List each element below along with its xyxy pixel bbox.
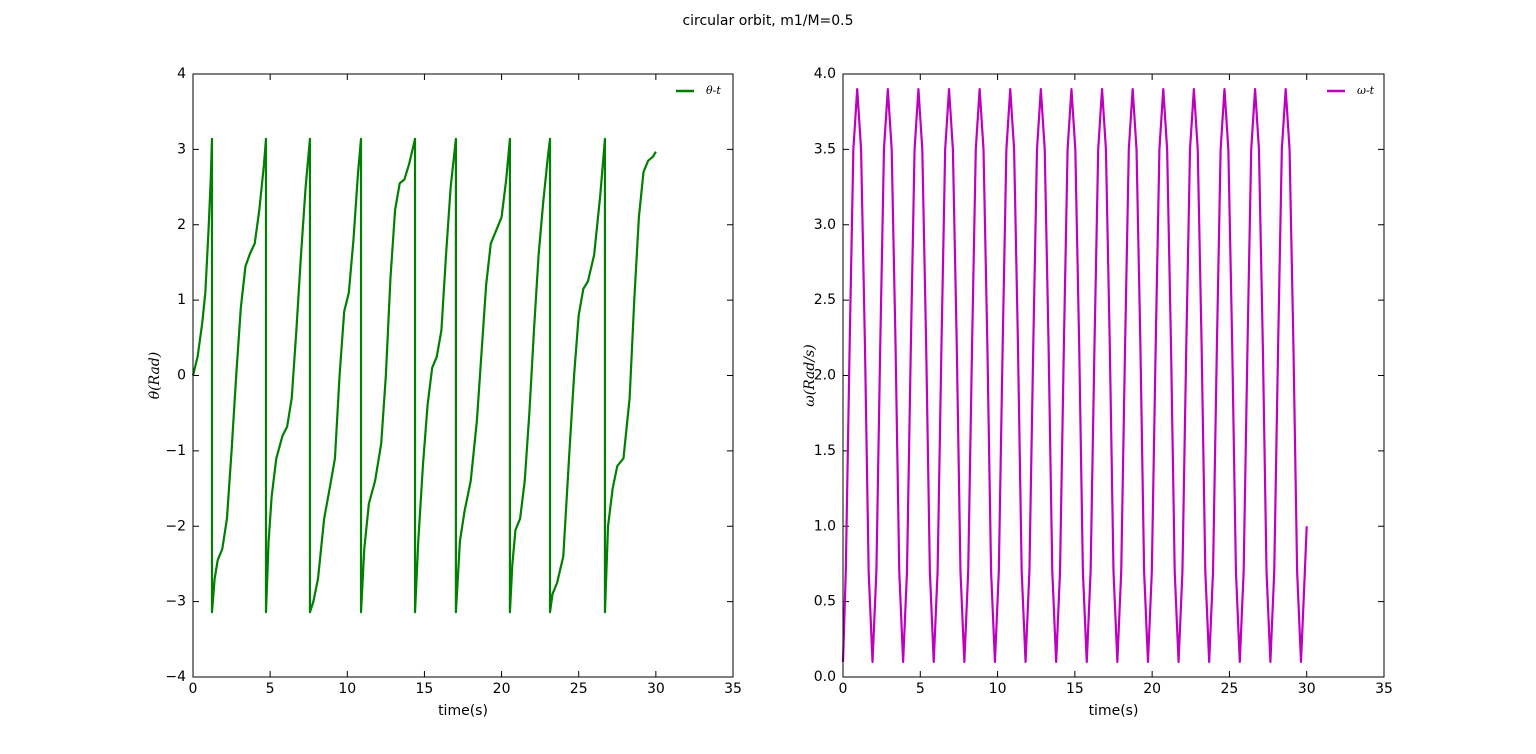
x-tick-label: 0 xyxy=(839,681,848,697)
y-tick-label: −2 xyxy=(165,518,186,534)
y-tick-label: −4 xyxy=(165,669,186,685)
x-tick-label: 15 xyxy=(416,681,434,697)
y-tick-label: 4 xyxy=(177,66,186,82)
legend-label: θ-t xyxy=(706,84,721,97)
y-axis-label: ω(Rad/s) xyxy=(802,344,818,406)
x-axis-label: time(s) xyxy=(1089,703,1139,719)
y-tick-label: 1.5 xyxy=(814,443,836,459)
x-tick-label: 5 xyxy=(266,681,275,697)
y-tick-label: 2.5 xyxy=(814,292,836,308)
y-tick-label: 0.0 xyxy=(814,669,836,685)
y-tick-label: 1.0 xyxy=(814,518,836,534)
legend-label: ω-t xyxy=(1357,84,1375,97)
x-tick-label: 20 xyxy=(1143,681,1161,697)
y-tick-label: 0 xyxy=(177,368,186,384)
y-tick-label: 2.0 xyxy=(814,368,836,384)
x-tick-label: 10 xyxy=(338,681,356,697)
x-tick-label: 0 xyxy=(189,681,198,697)
y-tick-label: 3.5 xyxy=(814,141,836,157)
y-tick-label: 2 xyxy=(177,217,186,233)
figure-title: circular orbit, m1/M=0.5 xyxy=(682,13,853,29)
data-line xyxy=(841,87,1308,664)
y-tick-label: −3 xyxy=(165,594,186,610)
y-tick-label: 4.0 xyxy=(814,66,836,82)
x-tick-label: 5 xyxy=(916,681,925,697)
axes-frame xyxy=(842,73,1385,678)
y-tick-label: 3.0 xyxy=(814,217,836,233)
x-tick-label: 10 xyxy=(989,681,1007,697)
y-tick-label: −1 xyxy=(165,443,186,459)
axes-frame xyxy=(192,73,734,678)
y-tick-label: 3 xyxy=(177,141,186,157)
x-tick-label: 15 xyxy=(1066,681,1084,697)
x-tick-label: 20 xyxy=(493,681,511,697)
x-tick-label: 35 xyxy=(1375,681,1393,697)
x-tick-label: 25 xyxy=(1221,681,1239,697)
x-tick-label: 30 xyxy=(1298,681,1316,697)
x-tick-label: 35 xyxy=(724,681,742,697)
y-tick-label: 0.5 xyxy=(814,594,836,610)
y-axis-label: θ(Rad) xyxy=(147,352,163,400)
x-axis-label: time(s) xyxy=(438,703,488,719)
x-tick-label: 25 xyxy=(570,681,588,697)
y-tick-label: 1 xyxy=(177,292,186,308)
data-line xyxy=(191,137,657,614)
x-tick-label: 30 xyxy=(647,681,665,697)
